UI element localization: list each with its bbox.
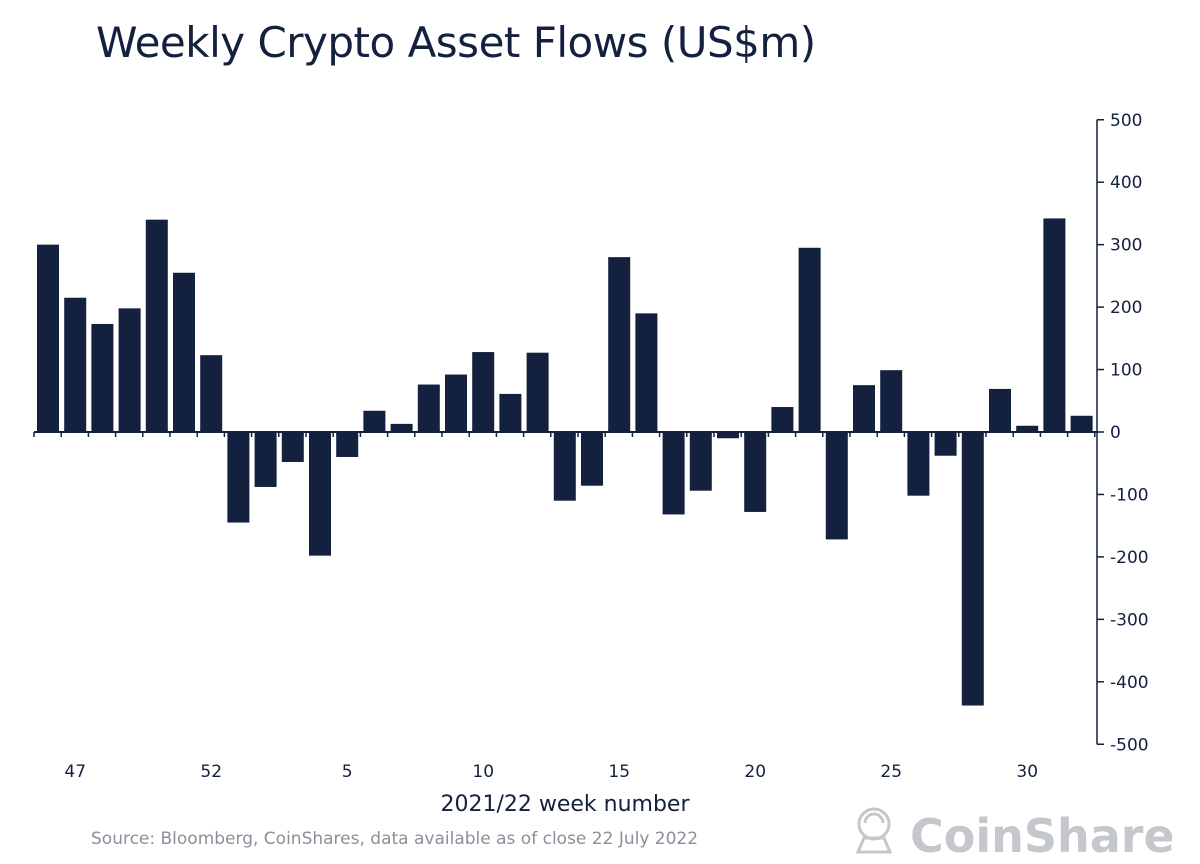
chart-title: Weekly Crypto Asset Flows (US$m) — [96, 18, 816, 67]
bar — [961, 432, 984, 706]
x-tick-label: 47 — [64, 762, 86, 782]
bar — [771, 407, 794, 432]
y-tick-label: 100 — [1110, 361, 1142, 381]
bar — [825, 432, 848, 540]
bar — [254, 432, 277, 487]
y-tick-label: -500 — [1110, 735, 1149, 755]
y-tick-label: 0 — [1110, 423, 1121, 443]
bar — [581, 432, 603, 486]
y-tick-label: -300 — [1110, 610, 1149, 630]
y-tick-label: 200 — [1110, 298, 1142, 318]
bar — [798, 247, 821, 432]
x-tick-label: 10 — [472, 762, 494, 782]
bar — [744, 432, 767, 512]
source-note: Source: Bloomberg, CoinShares, data avai… — [91, 829, 699, 849]
bar — [989, 388, 1011, 432]
bar — [145, 219, 168, 432]
bar — [526, 352, 549, 432]
x-axis-title: 2021/22 week number — [440, 792, 690, 817]
bar — [37, 244, 59, 432]
y-tick-label: -400 — [1110, 673, 1149, 693]
bar — [281, 432, 304, 462]
bar — [472, 352, 495, 432]
bar — [390, 423, 413, 432]
bar — [336, 432, 359, 457]
x-tick-label: 15 — [608, 762, 630, 782]
bar — [309, 432, 331, 556]
bar — [880, 370, 903, 432]
bar — [227, 432, 250, 523]
coinshares-logo: CoinShares — [855, 807, 1172, 862]
bar — [363, 410, 386, 432]
bar — [662, 432, 685, 515]
bar — [717, 432, 739, 439]
y-tick-label: -100 — [1110, 485, 1149, 505]
x-tick-label: 25 — [880, 762, 902, 782]
bar — [64, 297, 87, 432]
bar — [689, 432, 712, 491]
bar — [907, 432, 930, 496]
bar — [417, 384, 440, 432]
bar — [635, 313, 658, 432]
bar — [118, 308, 141, 432]
y-tick-label: 500 — [1110, 111, 1142, 131]
bar — [1070, 415, 1093, 432]
bar — [934, 432, 957, 456]
y-tick-label: -200 — [1110, 548, 1149, 568]
bar — [173, 272, 195, 432]
bar — [445, 374, 467, 432]
bar — [853, 385, 875, 432]
x-tick-label: 30 — [1016, 762, 1038, 782]
y-tick-label: 400 — [1110, 173, 1142, 193]
bar — [1043, 218, 1066, 432]
bar — [1016, 425, 1039, 432]
bar — [553, 432, 576, 501]
x-tick-label: 5 — [342, 762, 353, 782]
bar — [608, 257, 631, 432]
coinshares-logo-text: CoinShares — [910, 809, 1172, 862]
y-tick-label: 300 — [1110, 236, 1142, 256]
bar — [499, 393, 522, 432]
bar — [91, 323, 114, 432]
bar — [200, 355, 223, 432]
x-tick-label: 52 — [200, 762, 222, 782]
x-tick-label: 20 — [744, 762, 766, 782]
astronaut-icon — [855, 807, 893, 854]
